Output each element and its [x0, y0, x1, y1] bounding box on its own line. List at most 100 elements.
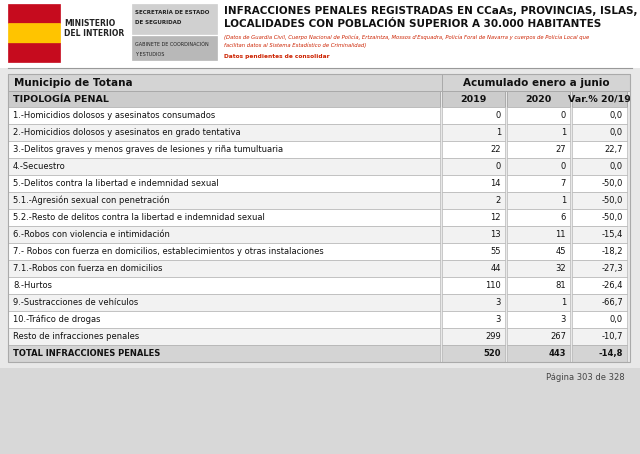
Bar — [572, 158, 627, 175]
Text: -26,4: -26,4 — [602, 281, 623, 290]
Bar — [507, 192, 570, 209]
Bar — [507, 328, 570, 345]
Bar — [8, 294, 440, 311]
Bar — [572, 328, 627, 345]
Bar — [572, 243, 627, 260]
Bar — [8, 226, 440, 243]
Text: Municipio de Totana: Municipio de Totana — [14, 78, 132, 88]
Text: 1.-Homicidios dolosos y asesinatos consumados: 1.-Homicidios dolosos y asesinatos consu… — [13, 111, 215, 120]
Text: 44: 44 — [490, 264, 501, 273]
Bar — [507, 141, 570, 158]
Bar — [8, 277, 440, 294]
Bar — [507, 158, 570, 175]
Text: TOTAL INFRACCIONES PENALES: TOTAL INFRACCIONES PENALES — [13, 349, 160, 358]
Text: 7.- Robos con fuerza en domicilios, establecimientos y otras instalaciones: 7.- Robos con fuerza en domicilios, esta… — [13, 247, 324, 256]
Bar — [8, 91, 440, 107]
Text: 6: 6 — [561, 213, 566, 222]
Text: 520: 520 — [483, 349, 501, 358]
Bar — [442, 294, 505, 311]
Text: INFRACCIONES PENALES REGISTRADAS EN CCaAs, PROVINCIAS, ISLAS, CAPITALES Y
LOCALI: INFRACCIONES PENALES REGISTRADAS EN CCaA… — [224, 6, 640, 29]
Text: 299: 299 — [485, 332, 501, 341]
Text: 6.-Robos con violencia e intimidación: 6.-Robos con violencia e intimidación — [13, 230, 170, 239]
Text: 1: 1 — [561, 196, 566, 205]
Text: -14,8: -14,8 — [598, 349, 623, 358]
Text: (Datos de Guardia Civil, Cuerpo Nacional de Policía, Ertzaintza, Mossos d'Esquad: (Datos de Guardia Civil, Cuerpo Nacional… — [224, 34, 589, 39]
Text: 267: 267 — [550, 332, 566, 341]
Bar — [8, 175, 440, 192]
Text: 443: 443 — [548, 349, 566, 358]
Text: Var.% 20/19: Var.% 20/19 — [568, 94, 631, 104]
Bar — [0, 0, 640, 68]
Bar — [507, 260, 570, 277]
Bar — [442, 141, 505, 158]
Bar — [572, 345, 627, 362]
Text: 110: 110 — [485, 281, 501, 290]
Bar — [8, 4, 60, 23]
Bar — [572, 209, 627, 226]
Text: 27: 27 — [556, 145, 566, 154]
Text: 3: 3 — [561, 315, 566, 324]
Text: 10.-Tráfico de drogas: 10.-Tráfico de drogas — [13, 315, 100, 324]
Text: 0,0: 0,0 — [610, 128, 623, 137]
Text: 3.-Delitos graves y menos graves de lesiones y riña tumultuaria: 3.-Delitos graves y menos graves de lesi… — [13, 145, 283, 154]
Text: 5.2.-Resto de delitos contra la libertad e indemnidad sexual: 5.2.-Resto de delitos contra la libertad… — [13, 213, 265, 222]
Text: DEL INTERIOR: DEL INTERIOR — [64, 30, 124, 39]
Bar — [8, 158, 440, 175]
Bar — [572, 260, 627, 277]
Bar — [442, 91, 505, 107]
Text: 22: 22 — [490, 145, 501, 154]
Bar — [572, 311, 627, 328]
Bar — [132, 36, 217, 60]
Bar — [507, 243, 570, 260]
Bar — [8, 23, 60, 43]
Bar — [507, 226, 570, 243]
Text: facilitan datos al Sistema Estadístico de Criminalidad): facilitan datos al Sistema Estadístico d… — [224, 43, 366, 49]
Text: Página 303 de 328: Página 303 de 328 — [547, 372, 625, 381]
Text: 45: 45 — [556, 247, 566, 256]
Bar — [507, 345, 570, 362]
Text: DE SEGURIDAD: DE SEGURIDAD — [135, 20, 181, 25]
Bar — [0, 368, 640, 454]
Text: 1: 1 — [561, 128, 566, 137]
Text: 32: 32 — [556, 264, 566, 273]
Bar — [442, 124, 505, 141]
Text: 2020: 2020 — [525, 94, 552, 104]
Bar — [8, 192, 440, 209]
Bar — [507, 175, 570, 192]
Bar — [572, 141, 627, 158]
Bar — [572, 226, 627, 243]
Bar — [507, 277, 570, 294]
Bar — [507, 124, 570, 141]
Bar — [442, 192, 505, 209]
Bar — [442, 209, 505, 226]
Bar — [572, 294, 627, 311]
Text: SECRETARÍA DE ESTADO: SECRETARÍA DE ESTADO — [135, 10, 209, 15]
Bar — [8, 311, 440, 328]
Text: -50,0: -50,0 — [602, 179, 623, 188]
Text: -10,7: -10,7 — [602, 332, 623, 341]
Bar — [442, 328, 505, 345]
Text: -50,0: -50,0 — [602, 213, 623, 222]
Bar — [442, 175, 505, 192]
Bar — [442, 260, 505, 277]
Bar — [442, 226, 505, 243]
Bar — [132, 4, 217, 34]
Text: 9.-Sustracciones de vehículos: 9.-Sustracciones de vehículos — [13, 298, 138, 307]
Text: MINISTERIO: MINISTERIO — [64, 20, 115, 29]
Text: 5.-Delitos contra la libertad e indemnidad sexual: 5.-Delitos contra la libertad e indemnid… — [13, 179, 219, 188]
Bar — [8, 328, 440, 345]
Bar — [8, 124, 440, 141]
Text: 0,0: 0,0 — [610, 315, 623, 324]
Bar — [572, 91, 627, 107]
Bar — [507, 311, 570, 328]
Text: 3: 3 — [495, 298, 501, 307]
Text: 11: 11 — [556, 230, 566, 239]
Text: 14: 14 — [490, 179, 501, 188]
Bar — [507, 107, 570, 124]
Text: -50,0: -50,0 — [602, 196, 623, 205]
Text: 22,7: 22,7 — [605, 145, 623, 154]
Bar — [8, 209, 440, 226]
Text: -27,3: -27,3 — [602, 264, 623, 273]
Text: 1: 1 — [496, 128, 501, 137]
Bar — [442, 158, 505, 175]
